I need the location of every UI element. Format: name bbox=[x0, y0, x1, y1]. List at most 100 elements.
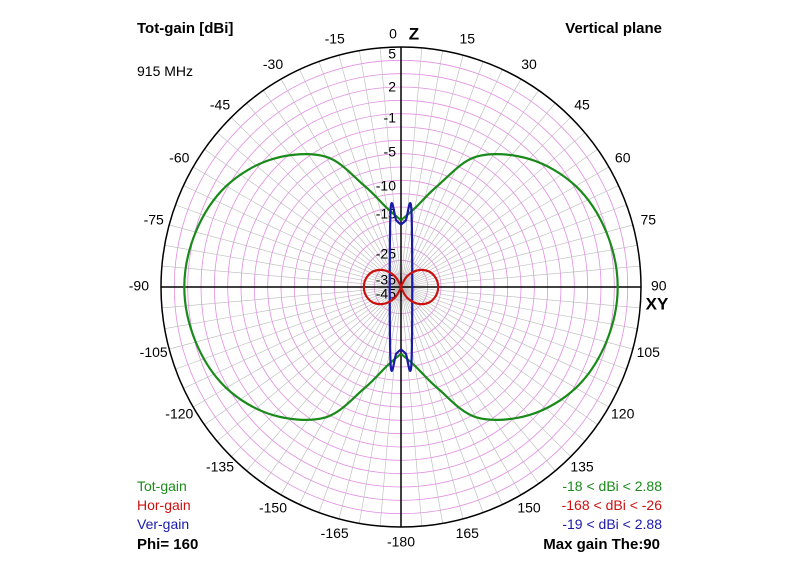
axis-name-xy: XY bbox=[646, 294, 669, 313]
angle-label: -135 bbox=[206, 459, 234, 475]
angle-label: -150 bbox=[259, 499, 287, 515]
grid-spoke bbox=[169, 224, 402, 288]
grid-spoke bbox=[246, 102, 402, 288]
grid-spoke bbox=[400, 166, 609, 288]
grid-spoke bbox=[400, 286, 638, 329]
grid-spoke bbox=[183, 185, 402, 288]
grid-spoke bbox=[175, 204, 402, 288]
grid-spoke bbox=[400, 117, 571, 288]
angle-label: -30 bbox=[263, 56, 283, 72]
angle-label: -60 bbox=[169, 150, 189, 166]
radial-label: 5 bbox=[388, 46, 396, 62]
grid-spoke bbox=[164, 245, 402, 288]
grid-spoke bbox=[400, 286, 503, 505]
grid-spoke bbox=[280, 79, 402, 288]
grid-spoke bbox=[400, 286, 627, 370]
angle-label: 105 bbox=[637, 344, 661, 360]
grid-spoke bbox=[400, 286, 443, 524]
hor-gain-curve-right bbox=[399, 268, 440, 306]
grid-spoke bbox=[231, 286, 402, 457]
grid-spoke bbox=[318, 286, 402, 513]
grid-spoke bbox=[246, 286, 402, 472]
grid-spoke bbox=[299, 69, 402, 288]
grid-spoke bbox=[400, 132, 586, 288]
ver-gain-curve-right bbox=[400, 202, 414, 372]
angle-label: -45 bbox=[210, 97, 230, 113]
grid-spoke bbox=[161, 265, 402, 288]
grid-spoke bbox=[400, 79, 522, 288]
grid-spoke bbox=[400, 47, 423, 288]
angle-label: -180 bbox=[387, 534, 415, 550]
grid-spoke bbox=[193, 166, 402, 288]
ver-gain-curve-left bbox=[388, 202, 402, 372]
grid-spoke bbox=[400, 286, 598, 425]
angle-label: 60 bbox=[615, 150, 631, 166]
grid-spoke bbox=[161, 286, 402, 309]
grid-spoke bbox=[204, 286, 402, 425]
range-ver-gain: -19 < dBi < 2.88 bbox=[562, 516, 662, 532]
grid-spoke bbox=[400, 286, 484, 513]
grid-spoke bbox=[359, 286, 402, 524]
grid-spoke bbox=[379, 47, 402, 288]
max-gain-label: Max gain The:90 bbox=[543, 536, 660, 553]
legend-ver-gain: Ver-gain bbox=[137, 516, 190, 532]
angle-label: 0 bbox=[389, 26, 397, 42]
radial-label: -1 bbox=[384, 110, 397, 126]
grid-spoke bbox=[400, 245, 638, 288]
grid-spoke bbox=[400, 204, 627, 288]
range-tot-gain: -18 < dBi < 2.88 bbox=[562, 478, 662, 494]
radial-label: -35 bbox=[376, 272, 396, 288]
angle-label: 90 bbox=[651, 278, 667, 294]
angle-label: -120 bbox=[165, 406, 193, 422]
grid-spoke bbox=[400, 90, 539, 288]
grid-spoke bbox=[400, 286, 571, 457]
grid-spoke bbox=[400, 286, 633, 350]
radial-label: -25 bbox=[376, 246, 396, 262]
grid-spoke bbox=[400, 286, 586, 442]
grid-spoke bbox=[379, 286, 402, 527]
tot-gain-curve-left bbox=[183, 153, 402, 421]
grid-spoke bbox=[231, 117, 402, 288]
grid-spoke bbox=[400, 286, 522, 495]
angle-label: 120 bbox=[611, 406, 635, 422]
grid-spoke bbox=[299, 286, 402, 505]
grid-spoke bbox=[193, 286, 402, 408]
angle-label: 15 bbox=[460, 30, 476, 46]
grid-spoke bbox=[400, 286, 556, 472]
radial-label: -10 bbox=[376, 178, 396, 194]
grid-spoke bbox=[400, 286, 539, 484]
angle-label: -15 bbox=[325, 30, 345, 46]
angle-label: -75 bbox=[144, 211, 164, 227]
range-hor-gain: -168 < dBi < -26 bbox=[561, 497, 662, 513]
grid-spoke bbox=[400, 185, 619, 288]
chart-title: Tot-gain [dBi] bbox=[137, 20, 234, 37]
frequency-label: 915 MHz bbox=[137, 63, 194, 79]
grid-spoke bbox=[400, 286, 619, 389]
angle-label: 135 bbox=[570, 459, 594, 475]
grid-spoke bbox=[359, 50, 402, 288]
radial-label: -5 bbox=[384, 144, 397, 160]
tot-gain-curve-right bbox=[400, 153, 619, 421]
grid-spoke bbox=[263, 286, 402, 484]
angle-label: 30 bbox=[521, 56, 537, 72]
grid-spoke bbox=[183, 286, 402, 389]
angle-label: 75 bbox=[641, 211, 657, 227]
grid-spoke bbox=[169, 286, 402, 350]
legend-hor-gain: Hor-gain bbox=[137, 497, 191, 513]
plane-label: Vertical plane bbox=[565, 20, 662, 37]
axis-name-z: Z bbox=[409, 24, 419, 43]
grid-spoke bbox=[164, 286, 402, 329]
grid-spoke bbox=[318, 61, 402, 288]
grid-spoke bbox=[400, 50, 443, 288]
grid-spoke bbox=[216, 132, 402, 288]
grid-spoke bbox=[400, 286, 423, 527]
grid-spoke bbox=[400, 149, 598, 288]
grid-spoke bbox=[204, 149, 402, 288]
angle-label: 150 bbox=[517, 499, 541, 515]
grid-spoke bbox=[400, 286, 609, 408]
phi-label: Phi= 160 bbox=[137, 536, 199, 553]
grid-spoke bbox=[400, 61, 484, 288]
angle-label: 45 bbox=[574, 97, 590, 113]
grid-spoke bbox=[216, 286, 402, 442]
